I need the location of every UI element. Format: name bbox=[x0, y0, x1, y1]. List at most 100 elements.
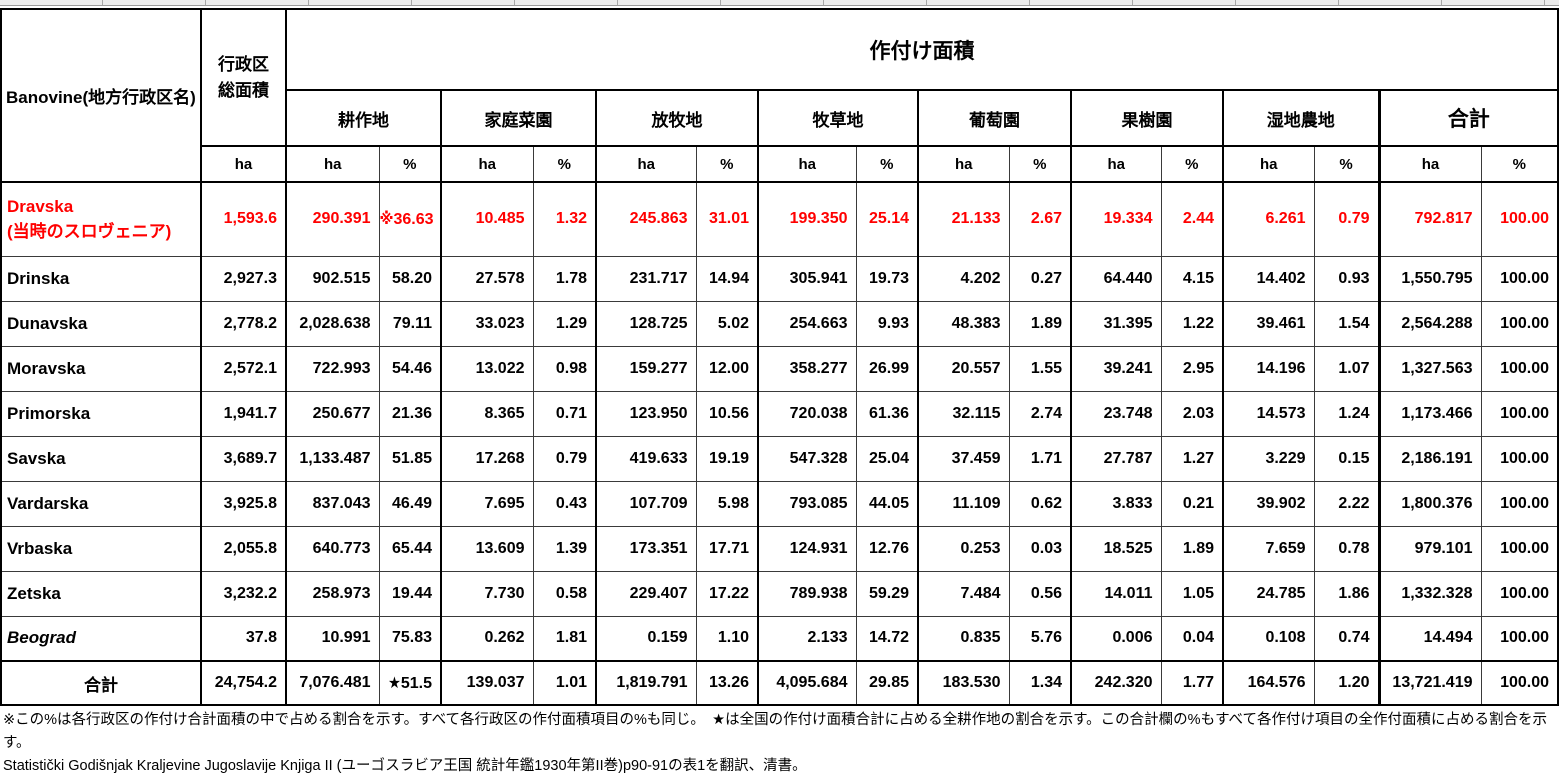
value-cell: 79.11 bbox=[378, 300, 442, 347]
value-cell: 39.241 bbox=[1070, 345, 1162, 392]
value-cell: 1.10 bbox=[695, 615, 759, 662]
value-cell: 51.85 bbox=[378, 435, 442, 482]
row-name-line: Primorska bbox=[7, 403, 91, 423]
value-cell: ※36.63 bbox=[378, 181, 442, 257]
table-row: Zetska 3,232.2 258.973 19.44 7.730 0.58 229.40… bbox=[0, 570, 1559, 617]
group-header-total: 合計 bbox=[1377, 89, 1559, 147]
value-cell: 0.62 bbox=[1008, 480, 1072, 527]
value-cell: 17.268 bbox=[440, 435, 534, 482]
group-header-wetland-farm: 湿地農地 bbox=[1222, 89, 1380, 147]
value-cell: 0.04 bbox=[1160, 615, 1224, 662]
value-cell: 10.485 bbox=[440, 181, 534, 257]
value-cell: 0.15 bbox=[1313, 435, 1380, 482]
grand-total-value-cell: 1,819.791 bbox=[595, 660, 697, 706]
value-cell: 0.159 bbox=[595, 615, 697, 662]
value-cell: 58.20 bbox=[378, 255, 442, 302]
group-header-row: 耕作地 家庭菜園 放牧地 牧草地 葡萄園 果樹園 湿地農地 合計 bbox=[1, 89, 1559, 147]
value-cell: 2,186.191 bbox=[1377, 435, 1482, 482]
value-cell: 128.725 bbox=[595, 300, 697, 347]
value-cell: 0.27 bbox=[1008, 255, 1072, 302]
value-cell: 5.76 bbox=[1008, 615, 1072, 662]
unit-ha: ha bbox=[200, 145, 287, 183]
value-cell: 0.93 bbox=[1313, 255, 1380, 302]
value-cell: 31.01 bbox=[695, 181, 759, 257]
value-cell: 231.717 bbox=[595, 255, 697, 302]
value-cell: 100.00 bbox=[1480, 390, 1559, 437]
value-cell: 14.402 bbox=[1222, 255, 1315, 302]
unit-pct: % bbox=[1313, 145, 1380, 183]
value-cell: 65.44 bbox=[378, 525, 442, 572]
value-cell: 100.00 bbox=[1480, 345, 1559, 392]
value-cell: 25.04 bbox=[855, 435, 919, 482]
grand-total-value-cell: 1.01 bbox=[532, 660, 597, 706]
value-cell: 3,689.7 bbox=[200, 435, 287, 482]
unit-pct: % bbox=[855, 145, 919, 183]
value-cell: 3,925.8 bbox=[200, 480, 287, 527]
row-name-line: (当時のスロヴェニア) bbox=[7, 221, 172, 241]
value-cell: 100.00 bbox=[1480, 300, 1559, 347]
value-cell: 0.835 bbox=[917, 615, 1010, 662]
value-cell: 1,133.487 bbox=[285, 435, 380, 482]
value-cell: 7.730 bbox=[440, 570, 534, 617]
row-name: Zetska bbox=[0, 570, 202, 617]
value-cell: 59.29 bbox=[855, 570, 919, 617]
value-cell: 250.677 bbox=[285, 390, 380, 437]
unit-ha: ha bbox=[1222, 145, 1315, 183]
value-cell: 792.817 bbox=[1377, 181, 1482, 257]
unit-ha: ha bbox=[285, 145, 380, 183]
value-cell: 0.006 bbox=[1070, 615, 1162, 662]
unit-ha: ha bbox=[1377, 145, 1482, 183]
value-cell: 0.21 bbox=[1160, 480, 1224, 527]
value-cell: 1,327.563 bbox=[1377, 345, 1482, 392]
grand-total-value-cell: ★51.5 bbox=[378, 660, 442, 706]
value-cell: 199.350 bbox=[757, 181, 857, 257]
value-cell: 0.71 bbox=[532, 390, 597, 437]
value-cell: 4.202 bbox=[917, 255, 1010, 302]
unit-pct: % bbox=[1160, 145, 1224, 183]
grand-total-value-cell: 7,076.481 bbox=[285, 660, 380, 706]
grand-total-value-cell: 13,721.419 bbox=[1377, 660, 1482, 706]
value-cell: 13.609 bbox=[440, 525, 534, 572]
value-cell: 1.71 bbox=[1008, 435, 1072, 482]
value-cell: 37.459 bbox=[917, 435, 1010, 482]
unit-ha: ha bbox=[595, 145, 697, 183]
value-cell: 0.253 bbox=[917, 525, 1010, 572]
value-cell: 24.785 bbox=[1222, 570, 1315, 617]
value-cell: 1.24 bbox=[1313, 390, 1380, 437]
value-cell: 0.262 bbox=[440, 615, 534, 662]
value-cell: 26.99 bbox=[855, 345, 919, 392]
value-cell: 159.277 bbox=[595, 345, 697, 392]
value-cell: 100.00 bbox=[1480, 435, 1559, 482]
value-cell: 0.56 bbox=[1008, 570, 1072, 617]
value-cell: 3,232.2 bbox=[200, 570, 287, 617]
grand-total-value-cell: 164.576 bbox=[1222, 660, 1315, 706]
value-cell: 25.14 bbox=[855, 181, 919, 257]
value-cell: 793.085 bbox=[757, 480, 857, 527]
unit-pct: % bbox=[1480, 145, 1559, 183]
value-cell: 54.46 bbox=[378, 345, 442, 392]
value-cell: 17.71 bbox=[695, 525, 759, 572]
grand-total-value-cell: 29.85 bbox=[855, 660, 919, 706]
value-cell: 1,550.795 bbox=[1377, 255, 1482, 302]
value-cell: 100.00 bbox=[1480, 615, 1559, 662]
table-row: Beograd 37.8 10.991 75.83 0.262 1.81 0.159 1.10… bbox=[0, 615, 1559, 662]
value-cell: 1.29 bbox=[532, 300, 597, 347]
value-cell: 0.74 bbox=[1313, 615, 1380, 662]
value-cell: 1.89 bbox=[1008, 300, 1072, 347]
value-cell: 19.73 bbox=[855, 255, 919, 302]
table-row: Vrbaska 2,055.8 640.773 65.44 13.609 1.39 173.… bbox=[0, 525, 1559, 572]
value-cell: 14.196 bbox=[1222, 345, 1315, 392]
value-cell: 1.55 bbox=[1008, 345, 1072, 392]
row-name: Dravska (当時のスロヴェニア) bbox=[0, 181, 202, 257]
value-cell: 39.902 bbox=[1222, 480, 1315, 527]
planted-area-header: 作付け面積 bbox=[285, 8, 1559, 91]
value-cell: 10.991 bbox=[285, 615, 380, 662]
grand-total-value-cell: 242.320 bbox=[1070, 660, 1162, 706]
value-cell: 20.557 bbox=[917, 345, 1010, 392]
value-cell: 14.011 bbox=[1070, 570, 1162, 617]
banovine-planted-area-table: Banovine(地方行政区名) 行政区 総面積 作付け面積 耕作地 家庭菜園 … bbox=[0, 8, 1559, 706]
value-cell: 5.02 bbox=[695, 300, 759, 347]
value-cell: 640.773 bbox=[285, 525, 380, 572]
value-cell: 39.461 bbox=[1222, 300, 1315, 347]
value-cell: 2.74 bbox=[1008, 390, 1072, 437]
